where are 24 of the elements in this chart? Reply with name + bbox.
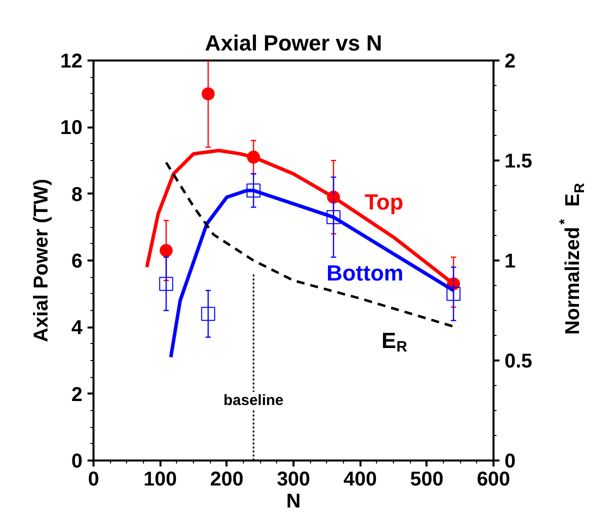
y-tick-label: 6 (71, 250, 82, 272)
x-tick-label: 100 (143, 468, 177, 490)
y-tick-label: 10 (60, 117, 83, 140)
y-tick-label: 12 (60, 50, 83, 72)
y-tick-label: 8 (71, 184, 82, 206)
y-tick-label: 4 (71, 317, 84, 340)
x-axis-title: N (286, 490, 301, 512)
x-tick-label: 200 (210, 468, 244, 490)
x-tick-label: 500 (410, 468, 444, 490)
y-tick-label: 0 (71, 450, 82, 472)
y2-tick-label: 1 (504, 250, 516, 272)
y-tick-label: 2 (71, 384, 82, 406)
ref-line-label: baseline (223, 392, 284, 409)
y2-tick-label: 1.5 (504, 150, 532, 172)
y2-tick-label: 0.5 (504, 350, 532, 372)
x-tick-label: 400 (343, 468, 377, 490)
chart-title: Axial Power vs N (204, 30, 382, 56)
x-tick-label: 0 (88, 468, 100, 490)
y-axis-title: Axial Power (TW) (30, 178, 52, 342)
x-tick-label: 300 (276, 468, 310, 490)
y2-axis-title: Normalized* ER (556, 183, 587, 335)
series-label: Bottom (326, 260, 404, 286)
y2-tick-label: 2 (504, 50, 516, 72)
series-label: Top (364, 190, 404, 215)
